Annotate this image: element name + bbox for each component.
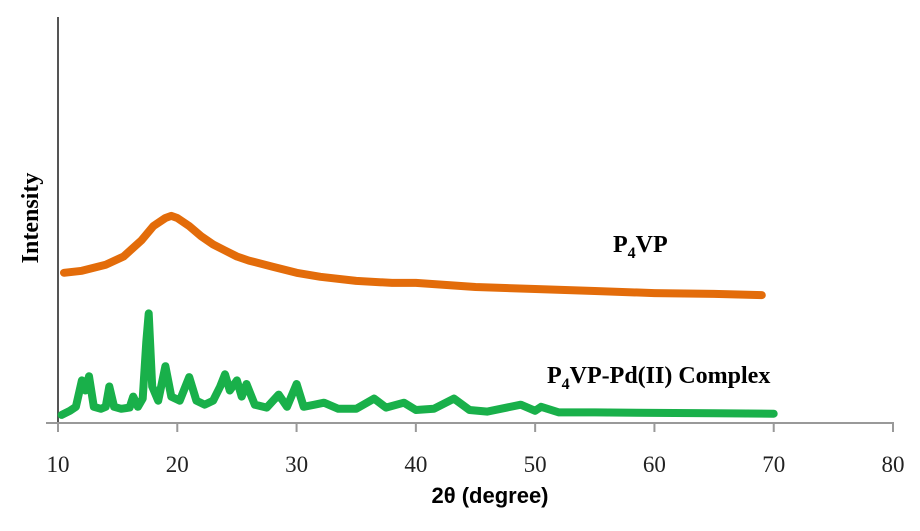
x-tick-label: 70 bbox=[762, 452, 785, 477]
x-tick-label: 20 bbox=[166, 452, 189, 477]
series-line-p4vp bbox=[60, 211, 766, 300]
series-layer bbox=[57, 211, 778, 419]
x-tick-label: 10 bbox=[47, 452, 70, 477]
x-ticks: 10 20 30 40 50 60 70 80 bbox=[47, 423, 905, 477]
series-label-p4vp-rest: VP bbox=[636, 232, 668, 258]
series-label-p4vp: P4VP bbox=[613, 232, 668, 262]
series-label-p4vp-main: P bbox=[613, 232, 628, 258]
series-label-p4vp-subscript: 4 bbox=[628, 245, 636, 262]
series-label-complex-main: P bbox=[547, 363, 562, 389]
x-tick-label: 40 bbox=[404, 452, 427, 477]
x-tick-label: 30 bbox=[285, 452, 308, 477]
x-tick-label: 80 bbox=[882, 452, 905, 477]
y-axis-title: Intensity bbox=[18, 173, 44, 264]
series-label-complex-subscript: 4 bbox=[562, 376, 570, 393]
axes: 10 20 30 40 50 60 70 80 bbox=[46, 17, 905, 477]
x-tick-label: 50 bbox=[524, 452, 547, 477]
x-tick-label: 60 bbox=[643, 452, 666, 477]
x-axis-title: 2θ (degree) bbox=[431, 483, 548, 508]
series-line-p4vp-pd-complex bbox=[57, 309, 778, 419]
series-label-complex-rest: VP-Pd(II) Complex bbox=[570, 363, 771, 389]
series-label-p4vp-pd-complex: P4VP-Pd(II) Complex bbox=[547, 363, 770, 393]
